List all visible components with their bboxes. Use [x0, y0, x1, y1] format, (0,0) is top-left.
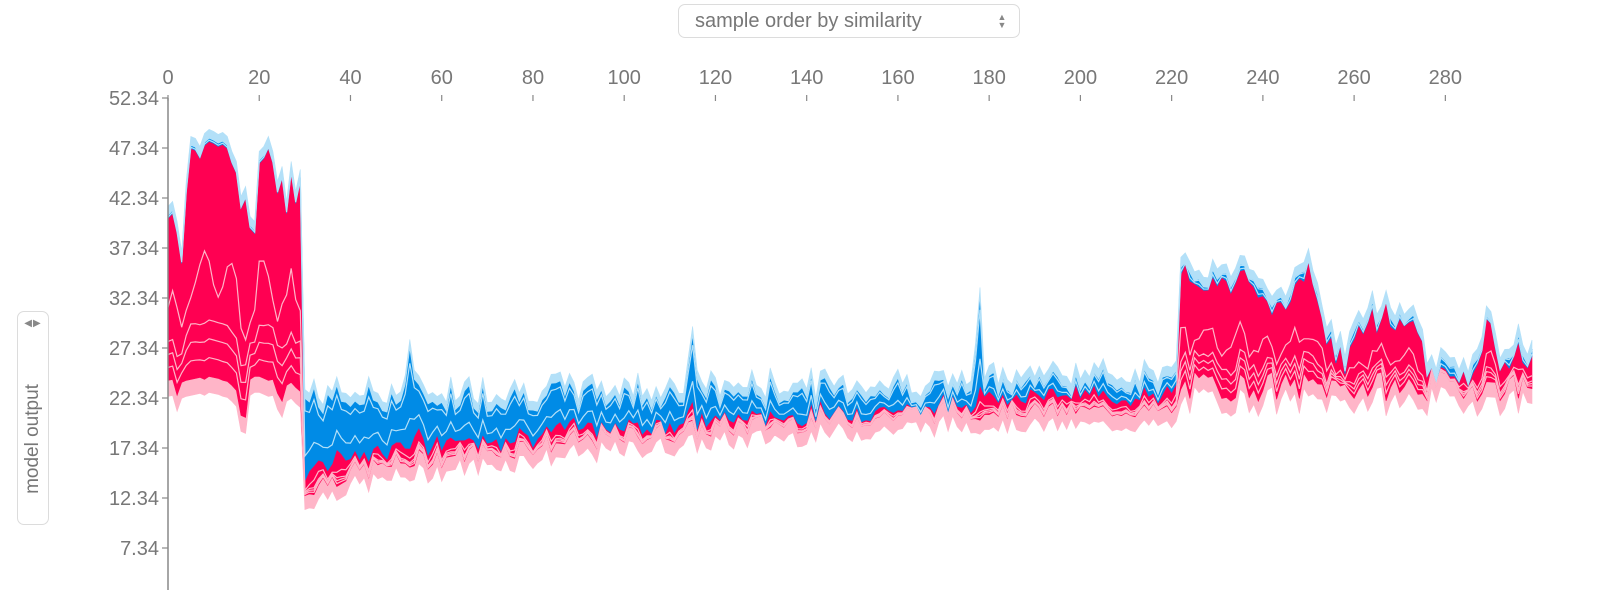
chart-layers [167, 129, 1533, 511]
x-tick-label: 180 [972, 67, 1005, 89]
y-tick-label: 22.34 [109, 388, 159, 410]
sample-order-select[interactable]: sample order by similarity ▲ ▼ [678, 4, 1020, 38]
y-tick-label: 37.34 [109, 238, 159, 260]
x-tick-label: 0 [162, 67, 173, 89]
feature-boundary-line [167, 319, 1533, 494]
x-tick-label: 100 [608, 67, 641, 89]
y-tick-label: 27.34 [109, 338, 159, 360]
y-tick-label: 47.34 [109, 138, 159, 160]
negative-light-band [167, 129, 1533, 415]
y-tick-label: 42.34 [109, 188, 159, 210]
x-tick-label: 140 [790, 67, 823, 89]
y-tick-label: 17.34 [109, 438, 159, 460]
x-tick-label: 160 [881, 67, 914, 89]
feature-boundary-line [167, 137, 1533, 423]
sample-order-label: sample order by similarity [695, 9, 922, 32]
feature-boundary-line [167, 139, 1533, 458]
x-tick-label: 20 [248, 67, 270, 89]
y-tick-label: 52.34 [109, 88, 159, 110]
left-right-arrows-icon: ◀▶ [24, 318, 42, 329]
feature-boundary-line [167, 249, 1533, 493]
y-tick-label: 7.34 [120, 538, 159, 560]
x-tick-label: 220 [1155, 67, 1188, 89]
x-tick-label: 80 [522, 67, 544, 89]
x-tick-label: 240 [1246, 67, 1279, 89]
x-tick-label: 260 [1337, 67, 1370, 89]
x-tick-label: 60 [431, 67, 453, 89]
up-down-arrows-icon: ▲ ▼ [997, 12, 1007, 30]
x-tick-label: 200 [1064, 67, 1097, 89]
y-tick-label: 12.34 [109, 488, 159, 510]
chart-axes: 52.34 47.34 42.34 37.34 32.34 27.34 22.34 17.34… [109, 67, 1462, 590]
x-tick-label: 280 [1429, 67, 1462, 89]
y-tick-label: 32.34 [109, 288, 159, 310]
x-tick-label: 40 [339, 67, 361, 89]
x-tick-label: 120 [699, 67, 732, 89]
y-axis-select[interactable]: ◀▶ model output [17, 311, 49, 525]
